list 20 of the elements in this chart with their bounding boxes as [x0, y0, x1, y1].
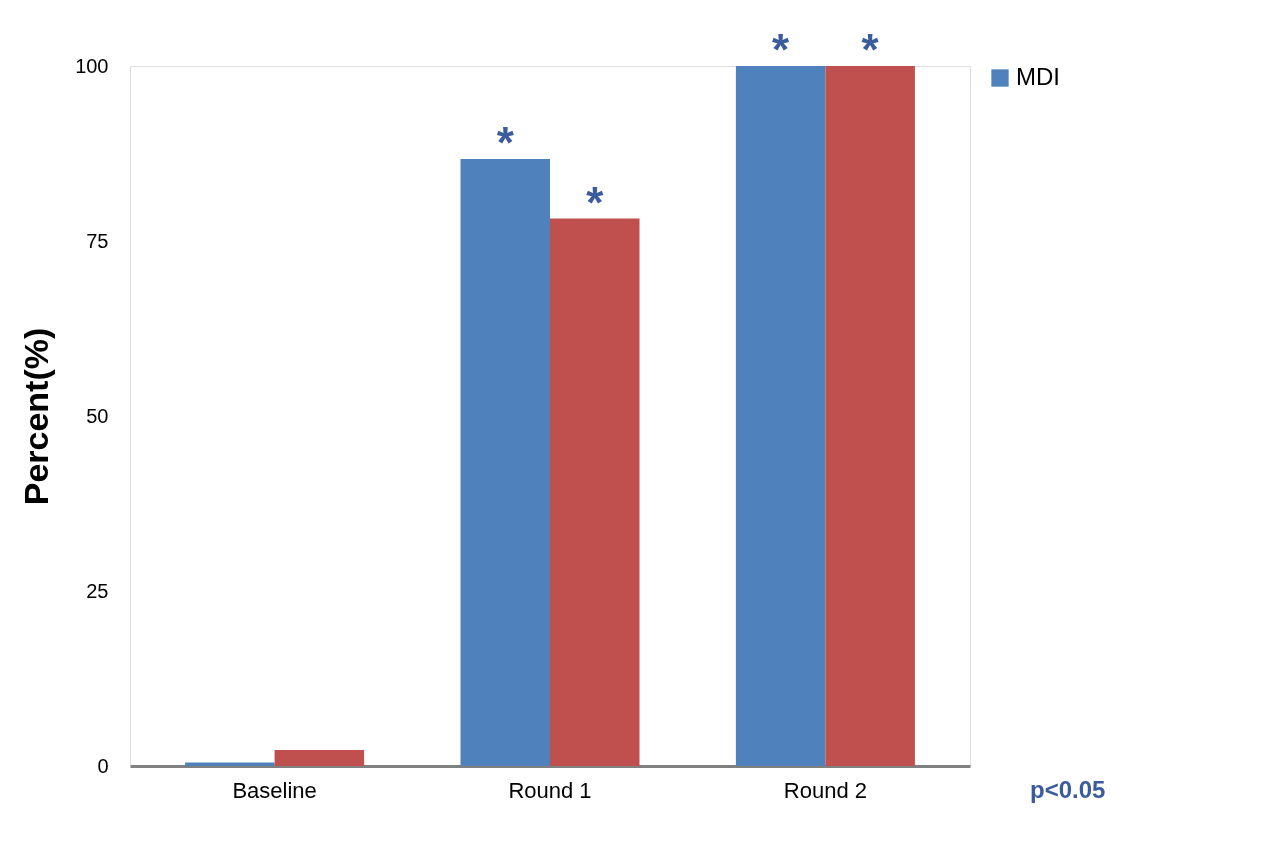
x-tick-label: Round 1 — [508, 777, 592, 803]
y-tick-label: 50 — [86, 404, 109, 427]
y-tick-label: 25 — [86, 579, 109, 602]
x-tick-label: Round 2 — [783, 777, 867, 803]
annotation: * — [772, 25, 791, 74]
legend-label: MDI — [1016, 63, 1060, 90]
y-axis-title: Percent(%) — [17, 327, 56, 506]
text: p<0.05 — [1030, 776, 1106, 803]
x-tick-label: Baseline — [232, 777, 317, 803]
annotation: * — [861, 25, 880, 74]
y-tick-label: 0 — [97, 754, 109, 777]
bar — [825, 66, 915, 766]
y-tick-label: 100 — [75, 54, 109, 77]
bar — [274, 749, 365, 766]
bar — [550, 218, 640, 766]
bar — [735, 66, 826, 766]
y-tick-label: 75 — [86, 229, 109, 252]
annotation: * — [496, 118, 515, 168]
annotation: * — [586, 177, 605, 227]
bar — [460, 159, 550, 766]
